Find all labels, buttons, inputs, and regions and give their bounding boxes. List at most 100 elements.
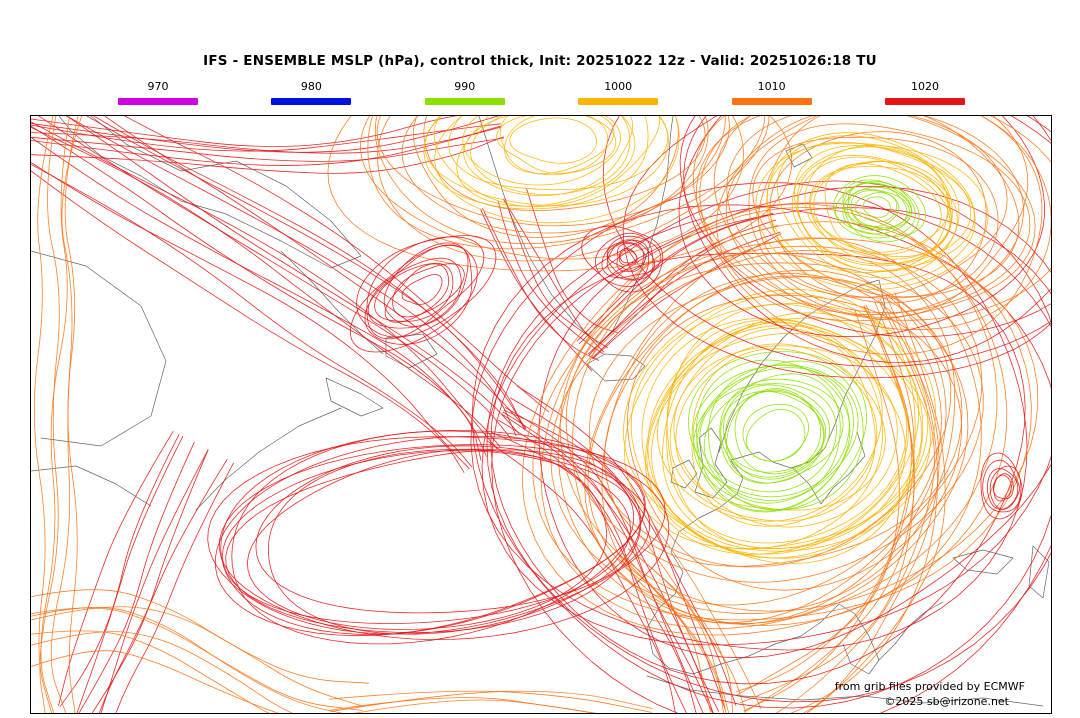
coastline (478, 116, 674, 345)
ensemble-contour-orange (716, 116, 1036, 322)
ensemble-contour-red (86, 116, 526, 429)
ensemble-contour-orange (627, 295, 963, 591)
ensemble-contour-red (103, 116, 527, 429)
ensemble-contour-red (31, 121, 498, 450)
ensemble-contour-orange (601, 273, 969, 624)
coastline (646, 460, 750, 675)
ensemble-contour-red (349, 245, 478, 353)
legend-item-970: 970 (118, 80, 198, 105)
ensemble-contour-red (471, 204, 1051, 709)
ensemble-contour-red (579, 213, 774, 344)
ensemble-contour-red (31, 125, 502, 154)
map-area: from grib files provided by ECMWF ©2025 … (30, 115, 1052, 714)
ensemble-contour-amber (645, 325, 909, 555)
legend-value-label: 1020 (911, 80, 939, 93)
ensemble-contour-orange (31, 589, 369, 684)
ensemble-contour-red (618, 248, 638, 266)
ensemble-contour-red (516, 385, 726, 710)
coastline (878, 601, 944, 661)
ensemble-contour-red (123, 116, 550, 413)
ensemble-contour-orange (521, 207, 1008, 636)
ensemble-contour-red (588, 231, 781, 355)
ensemble-contour-red (502, 198, 605, 353)
ensemble-contour-red (601, 235, 662, 279)
ensemble-contour-green (723, 384, 830, 480)
ensemble-contour-green (848, 182, 913, 230)
legend-color-bar (731, 98, 812, 105)
ensemble-contour-green (699, 383, 837, 493)
ensemble-contour-orange (39, 116, 60, 713)
ensemble-contour-red (503, 409, 720, 712)
ensemble-contour-red (487, 440, 676, 713)
ensemble-contour-amber (456, 116, 636, 207)
ensemble-contour-orange (652, 523, 762, 709)
ensemble-contour-red (616, 243, 646, 272)
ensemble-contour-red (374, 262, 454, 322)
ensemble-contour-orange (367, 116, 766, 250)
ensemble-contour-red (491, 186, 1051, 713)
pressure-legend: 970 980 990 1000 1010 1020 (0, 80, 1080, 112)
ensemble-contour-red (980, 452, 1023, 520)
ensemble-contour-green (746, 409, 806, 462)
ensemble-contour-orange (743, 301, 915, 712)
ensemble-contour-red (384, 263, 450, 323)
coastline (586, 353, 646, 382)
ensemble-contour-red (501, 413, 714, 713)
coastline (385, 333, 438, 369)
ensemble-contour-red (31, 123, 501, 152)
ensemble-contour-amber (423, 116, 649, 210)
ensemble-contour-green (720, 390, 825, 478)
ensemble-contour-green (850, 190, 900, 227)
coastline (792, 431, 866, 505)
ensemble-contour-orange (327, 116, 793, 272)
ensemble-contour-orange (31, 631, 293, 713)
ensemble-contour-red (66, 116, 520, 434)
ensemble-contour-red (481, 180, 1051, 646)
ensemble-contour-red (619, 249, 638, 264)
ensemble-contour-orange (376, 116, 730, 227)
ensemble-contour-orange (423, 116, 706, 211)
ensemble-contour-red (993, 474, 1012, 502)
ensemble-contour-orange (550, 250, 956, 615)
ensemble-contour-green (847, 188, 910, 231)
credit-copyright-text: ©2025 sb@irizone.net (884, 695, 1009, 708)
ensemble-contour-red (470, 182, 1028, 651)
ensemble-contour-red (356, 235, 497, 338)
ensemble-contour-red (93, 116, 525, 430)
credits-block: from grib files provided by ECMWF ©2025 … (835, 679, 1025, 709)
coastline (1028, 545, 1050, 599)
ensemble-contour-red (31, 170, 465, 473)
ensemble-contour-orange (572, 252, 947, 625)
ensemble-contour-green (708, 364, 859, 504)
ensemble-contour-red (76, 436, 184, 713)
ensemble-contour-red (225, 449, 642, 633)
ensemble-contour-orange (627, 548, 724, 713)
ensemble-contour-amber (669, 327, 876, 522)
ensemble-contour-red (366, 236, 485, 340)
coastline (694, 427, 728, 499)
ensemble-contour-red (91, 449, 209, 713)
ensemble-contour-red (364, 244, 473, 345)
coastline (58, 116, 362, 269)
ensemble-contour-orange (775, 299, 935, 713)
ensemble-contour-orange (328, 690, 652, 713)
ensemble-contour-amber (796, 154, 958, 272)
ensemble-contour-red (993, 473, 1014, 500)
ensemble-contour-red (502, 411, 704, 713)
ensemble-contour-red (231, 430, 635, 645)
ensemble-contour-orange (360, 116, 744, 260)
ensemble-contour-green (726, 389, 825, 484)
ensemble-contour-red (606, 239, 655, 281)
ensemble-contour-red (31, 116, 457, 147)
ensemble-contour-red (526, 188, 618, 333)
legend-color-bar (578, 98, 659, 105)
ensemble-contour-red (989, 465, 1021, 510)
ensemble-contour-orange (735, 306, 912, 693)
ensemble-contour-orange (587, 275, 942, 606)
ensemble-contour-red (678, 116, 1045, 337)
credit-source-text: from grib files provided by ECMWF (834, 680, 1025, 693)
ensemble-contour-orange (374, 116, 709, 245)
ensemble-contour-red (622, 116, 1051, 379)
ensemble-contour-red (221, 450, 631, 624)
ensemble-contour-green (862, 196, 891, 218)
